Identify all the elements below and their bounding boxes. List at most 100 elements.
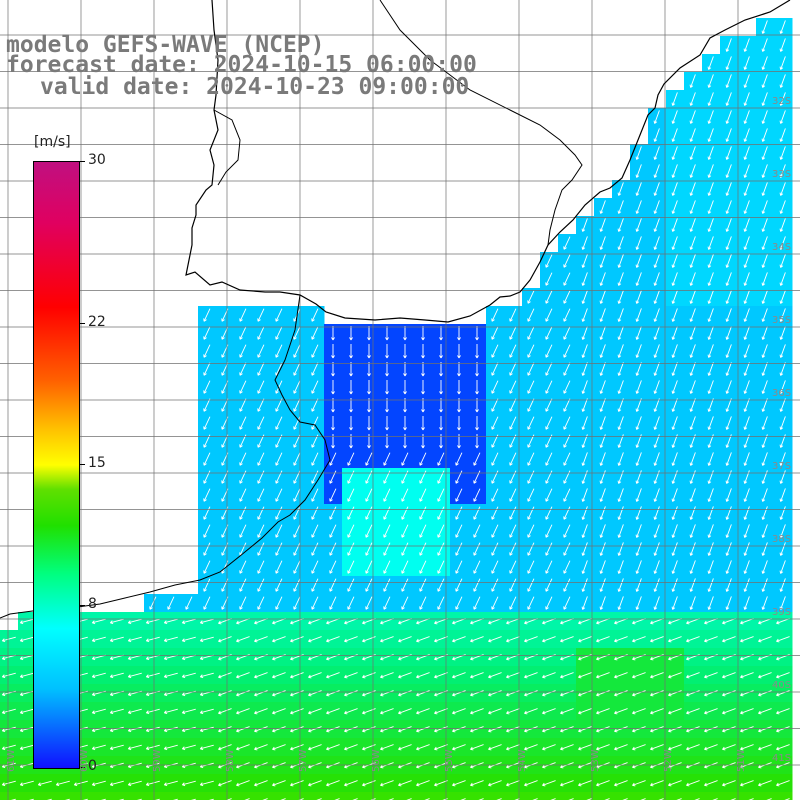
lat-label: 36S	[772, 388, 792, 399]
wind-arrow	[761, 578, 768, 592]
wind-arrow	[91, 780, 106, 787]
wind-arrow	[779, 110, 786, 124]
wind-arrow	[704, 636, 718, 643]
lat-label: 33S	[772, 169, 792, 180]
wind-arrow	[272, 672, 286, 679]
wind-cell	[36, 792, 55, 800]
wind-cell	[360, 792, 379, 800]
wind-arrow	[671, 380, 678, 394]
wind-arrow	[758, 780, 772, 787]
wind-arrow	[653, 416, 660, 430]
wind-arrow	[545, 560, 553, 574]
wind-arrow	[272, 636, 286, 643]
wind-arrow	[203, 452, 211, 466]
wind-arrow	[532, 798, 538, 800]
wind-arrow	[761, 362, 768, 376]
wind-arrow	[506, 618, 520, 625]
wind-arrow	[560, 690, 574, 697]
wind-arrow	[275, 506, 283, 520]
lon-label: 58W	[225, 749, 236, 772]
wind-arrow	[743, 542, 750, 556]
wind-cell	[594, 792, 613, 800]
wind-arrow	[740, 744, 754, 751]
wind-arrow	[167, 596, 175, 610]
wind-arrow	[707, 146, 714, 160]
wind-arrow	[653, 524, 660, 538]
wind-arrow	[581, 344, 588, 358]
wind-arrow	[398, 618, 412, 625]
wind-arrow	[635, 380, 642, 394]
wind-arrow	[473, 524, 481, 538]
wind-arrow	[653, 380, 660, 394]
wind-arrow	[308, 636, 322, 643]
wind-cell	[468, 792, 487, 800]
wind-arrow	[439, 326, 443, 341]
wind-cell	[306, 792, 325, 800]
wind-arrow	[743, 398, 750, 412]
wind-arrow	[527, 344, 535, 358]
wind-arrow	[779, 542, 786, 556]
wind-arrow	[527, 362, 535, 376]
wind-arrow	[362, 744, 376, 751]
wind-arrow	[275, 308, 283, 322]
wind-arrow	[563, 272, 571, 286]
wind-arrow	[614, 744, 628, 751]
wind-arrow	[761, 470, 768, 484]
wind-arrow	[527, 452, 535, 466]
wind-arrow	[740, 672, 754, 679]
wind-arrow	[199, 636, 214, 643]
wind-cell	[378, 792, 397, 800]
wind-arrow	[257, 344, 265, 358]
colorbar-tick	[79, 605, 85, 607]
wind-arrow	[743, 38, 750, 52]
wind-arrow	[635, 452, 642, 466]
wind-arrow	[290, 672, 304, 679]
wind-cell	[288, 792, 307, 800]
wind-arrow	[236, 708, 250, 715]
wind-arrow	[257, 452, 265, 466]
wind-arrow	[578, 636, 592, 643]
wind-arrow	[127, 636, 142, 643]
wind-arrow	[635, 326, 642, 340]
wind-arrow	[704, 672, 718, 679]
wind-arrow	[349, 326, 353, 341]
wind-arrow	[272, 780, 286, 787]
wind-arrow	[560, 672, 574, 679]
wind-arrow	[653, 290, 660, 304]
wind-arrow	[743, 344, 750, 358]
wind-arrow	[617, 398, 624, 412]
wind-arrow	[385, 416, 389, 431]
wind-cell	[450, 792, 469, 800]
wind-arrow	[743, 308, 750, 322]
wind-arrow	[290, 618, 304, 625]
wind-arrow	[385, 326, 389, 341]
wind-arrow	[635, 254, 642, 268]
wind-arrow	[725, 452, 732, 466]
wind-arrow	[254, 744, 268, 751]
wind-arrow	[761, 236, 768, 250]
wind-arrow	[290, 744, 304, 751]
wind-arrow	[311, 524, 319, 538]
wind-arrow	[650, 708, 664, 715]
wind-arrow	[614, 690, 628, 697]
wind-arrow	[416, 636, 430, 643]
wind-arrow	[509, 362, 517, 376]
wind-arrow	[779, 596, 786, 610]
wind-arrow	[704, 726, 718, 733]
wind-arrow	[145, 708, 160, 715]
wind-arrow	[437, 506, 445, 520]
wind-arrow	[509, 380, 517, 394]
wind-arrow	[635, 344, 642, 358]
wind-arrow	[527, 542, 535, 556]
wind-arrow	[293, 488, 301, 502]
wind-arrow	[776, 708, 790, 715]
wind-arrow	[725, 182, 732, 196]
wind-arrow	[457, 380, 461, 395]
wind-arrow	[257, 578, 265, 592]
wind-arrow	[599, 488, 606, 502]
wind-arrow	[437, 488, 445, 502]
wind-arrow	[545, 362, 553, 376]
wind-arrow	[257, 380, 265, 394]
wind-arrow	[311, 596, 319, 610]
